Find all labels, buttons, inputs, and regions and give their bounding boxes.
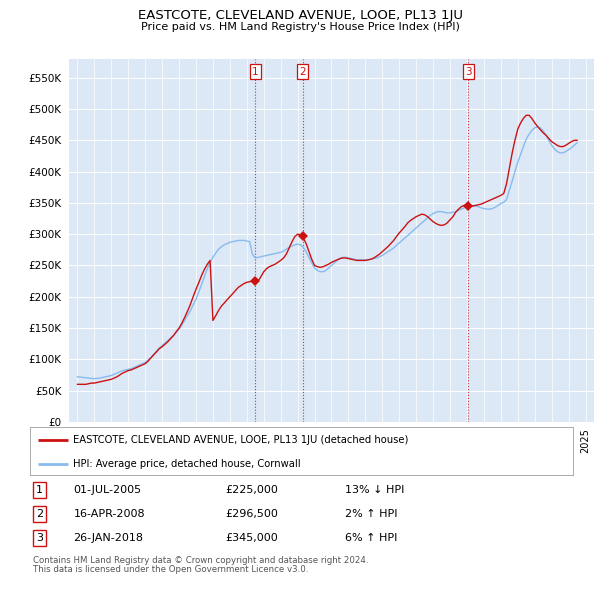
Text: Price paid vs. HM Land Registry's House Price Index (HPI): Price paid vs. HM Land Registry's House … bbox=[140, 22, 460, 32]
Text: 26-JAN-2018: 26-JAN-2018 bbox=[73, 533, 143, 543]
Text: 13% ↓ HPI: 13% ↓ HPI bbox=[345, 485, 404, 495]
Text: 2: 2 bbox=[36, 509, 43, 519]
Text: 2: 2 bbox=[299, 67, 306, 77]
Text: 1: 1 bbox=[252, 67, 259, 77]
Text: 3: 3 bbox=[465, 67, 472, 77]
Text: 1: 1 bbox=[36, 485, 43, 495]
Text: 6% ↑ HPI: 6% ↑ HPI bbox=[345, 533, 397, 543]
Text: £225,000: £225,000 bbox=[226, 485, 278, 495]
Text: 01-JUL-2005: 01-JUL-2005 bbox=[73, 485, 142, 495]
Text: £296,500: £296,500 bbox=[226, 509, 278, 519]
Text: Contains HM Land Registry data © Crown copyright and database right 2024.: Contains HM Land Registry data © Crown c… bbox=[33, 556, 368, 565]
Text: £345,000: £345,000 bbox=[226, 533, 278, 543]
Text: EASTCOTE, CLEVELAND AVENUE, LOOE, PL13 1JU: EASTCOTE, CLEVELAND AVENUE, LOOE, PL13 1… bbox=[137, 9, 463, 22]
Text: 3: 3 bbox=[36, 533, 43, 543]
Text: 2% ↑ HPI: 2% ↑ HPI bbox=[345, 509, 397, 519]
Text: 16-APR-2008: 16-APR-2008 bbox=[73, 509, 145, 519]
Text: This data is licensed under the Open Government Licence v3.0.: This data is licensed under the Open Gov… bbox=[33, 565, 308, 574]
Text: HPI: Average price, detached house, Cornwall: HPI: Average price, detached house, Corn… bbox=[73, 459, 301, 469]
Text: EASTCOTE, CLEVELAND AVENUE, LOOE, PL13 1JU (detached house): EASTCOTE, CLEVELAND AVENUE, LOOE, PL13 1… bbox=[73, 435, 409, 445]
